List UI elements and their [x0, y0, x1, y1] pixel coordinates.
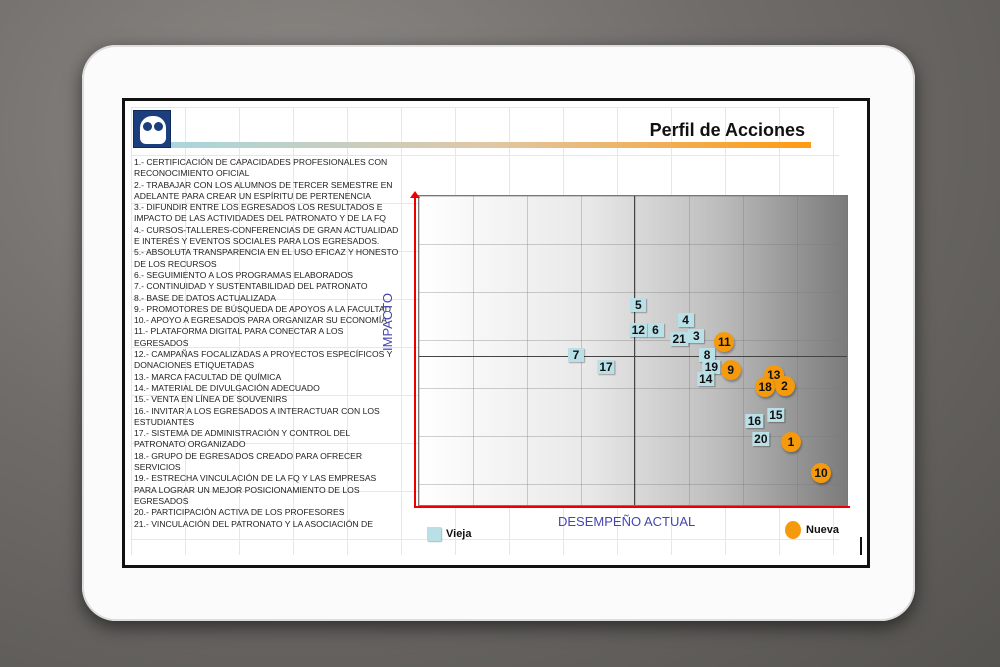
action-item: 13.- MARCA FACULTAD DE QUÍMICA	[134, 371, 282, 382]
action-item: 12.- CAMPAÑAS FOCALIZADAS A PROYECTOS ES…	[134, 349, 393, 371]
action-item: 14.- MATERIAL DE DIVULGACIÓN ADECUADO	[134, 382, 320, 393]
point-vieja-20: 20	[752, 431, 770, 446]
chart-title: Perfil de Acciones	[649, 120, 805, 140]
point-vieja-17: 17	[597, 360, 615, 375]
legend-vieja: Vieja	[427, 527, 472, 541]
plot-area: 5 4 12 6 21 3 7 17 8 19 14 15 16 20 11 9 13 18 2 1 10	[418, 195, 848, 506]
action-item: 19.- ESTRECHA VINCULACIÓN DE LA FQ Y LAS…	[134, 473, 377, 506]
action-item: 20.- PARTICIPACIÓN ACTIVA DE LOS PROFESO…	[134, 507, 345, 518]
action-item: 15.- VENTA EN LÍNEA DE SOUVENIRS	[134, 394, 288, 405]
action-item: 11.- PLATAFORMA DIGITAL PARA CONECTAR A …	[134, 326, 344, 348]
point-vieja-15: 15	[767, 408, 785, 423]
action-item: 6.- SEGUIMIENTO A LOS PROGRAMAS ELABORAD…	[134, 269, 354, 280]
point-nueva-11: 11	[714, 332, 735, 353]
y-axis-arrow	[410, 191, 420, 508]
legend-label: Nueva	[806, 524, 840, 536]
action-item: 21.- VINCULACIÓN DEL PATRONATO Y LA ASOC…	[134, 518, 373, 529]
quadrant-divider-horizontal	[419, 356, 847, 357]
action-item: 7.- CONTINUIDAD Y SUSTENTABILIDAD DEL PA…	[134, 281, 368, 292]
actions-list: 1.- CERTIFICACIÓN DE CAPACIDADES PROFESI…	[134, 157, 400, 554]
action-item: 10.- APOYO A EGRESADOS PARA ORGANIZAR SU…	[134, 315, 387, 326]
action-item: 18.- GRUPO DE EGRESADOS CREADO PARA OFRE…	[134, 450, 363, 473]
point-nueva-2: 2	[774, 375, 795, 396]
text-cursor	[860, 537, 862, 555]
x-axis-label: DESEMPEÑO ACTUAL	[558, 514, 696, 529]
point-vieja-12: 12	[629, 322, 647, 337]
action-item: 1.- CERTIFICACIÓN DE CAPACIDADES PROFESI…	[134, 157, 388, 179]
point-nueva-1: 1	[780, 431, 801, 452]
x-axis-arrow	[414, 506, 850, 508]
circle-marker-icon	[785, 521, 801, 539]
point-vieja-3: 3	[688, 328, 705, 343]
point-vieja-19: 19	[702, 360, 721, 375]
quadrant-divider-vertical	[634, 196, 635, 505]
action-item: 16.- INVITAR A LOS EGRESADOS A INTERACTU…	[134, 405, 380, 427]
legend-nueva: Nueva	[785, 521, 839, 539]
owl-logo	[133, 110, 171, 148]
action-item: 2.- TRABAJAR CON LOS ALUMNOS DE TERCER S…	[134, 179, 393, 201]
point-nueva-10: 10	[811, 462, 832, 483]
action-item: 3.- DIFUNDIR ENTRE LOS EGRESADOS LOS RES…	[134, 202, 386, 224]
point-nueva-9: 9	[720, 360, 741, 381]
action-item: 4.- CURSOS-TALLERES-CONFERENCIAS DE GRAN…	[134, 224, 399, 247]
point-vieja-5: 5	[630, 297, 647, 312]
action-item: 5.- ABSOLUTA TRANSPARENCIA EN EL USO EFI…	[134, 247, 399, 269]
point-vieja-16: 16	[745, 414, 764, 429]
point-vieja-21: 21	[670, 332, 688, 347]
legend-label: Vieja	[446, 528, 472, 540]
action-item: 8.- BASE DE DATOS ACTUALIZADA	[134, 292, 276, 303]
action-item: 17.- SISTEMA DE ADMINISTRACIÓN Y CONTROL…	[134, 428, 350, 450]
point-nueva-18: 18	[755, 377, 776, 398]
title-gradient-bar	[171, 142, 811, 148]
point-vieja-4: 4	[677, 313, 694, 328]
y-axis-label: IMPACTO	[380, 292, 395, 351]
point-vieja-7: 7	[567, 347, 584, 362]
point-vieja-14: 14	[697, 372, 715, 387]
point-vieja-8: 8	[699, 347, 716, 362]
tablet-screen: Perfil de Acciones 1.- CERTIFICACIÓN DE …	[122, 98, 870, 568]
square-marker-icon	[427, 527, 441, 541]
action-item: 9.- PROMOTORES DE BÚSQUEDA DE APOYOS A L…	[134, 303, 391, 314]
point-vieja-6: 6	[647, 322, 664, 337]
